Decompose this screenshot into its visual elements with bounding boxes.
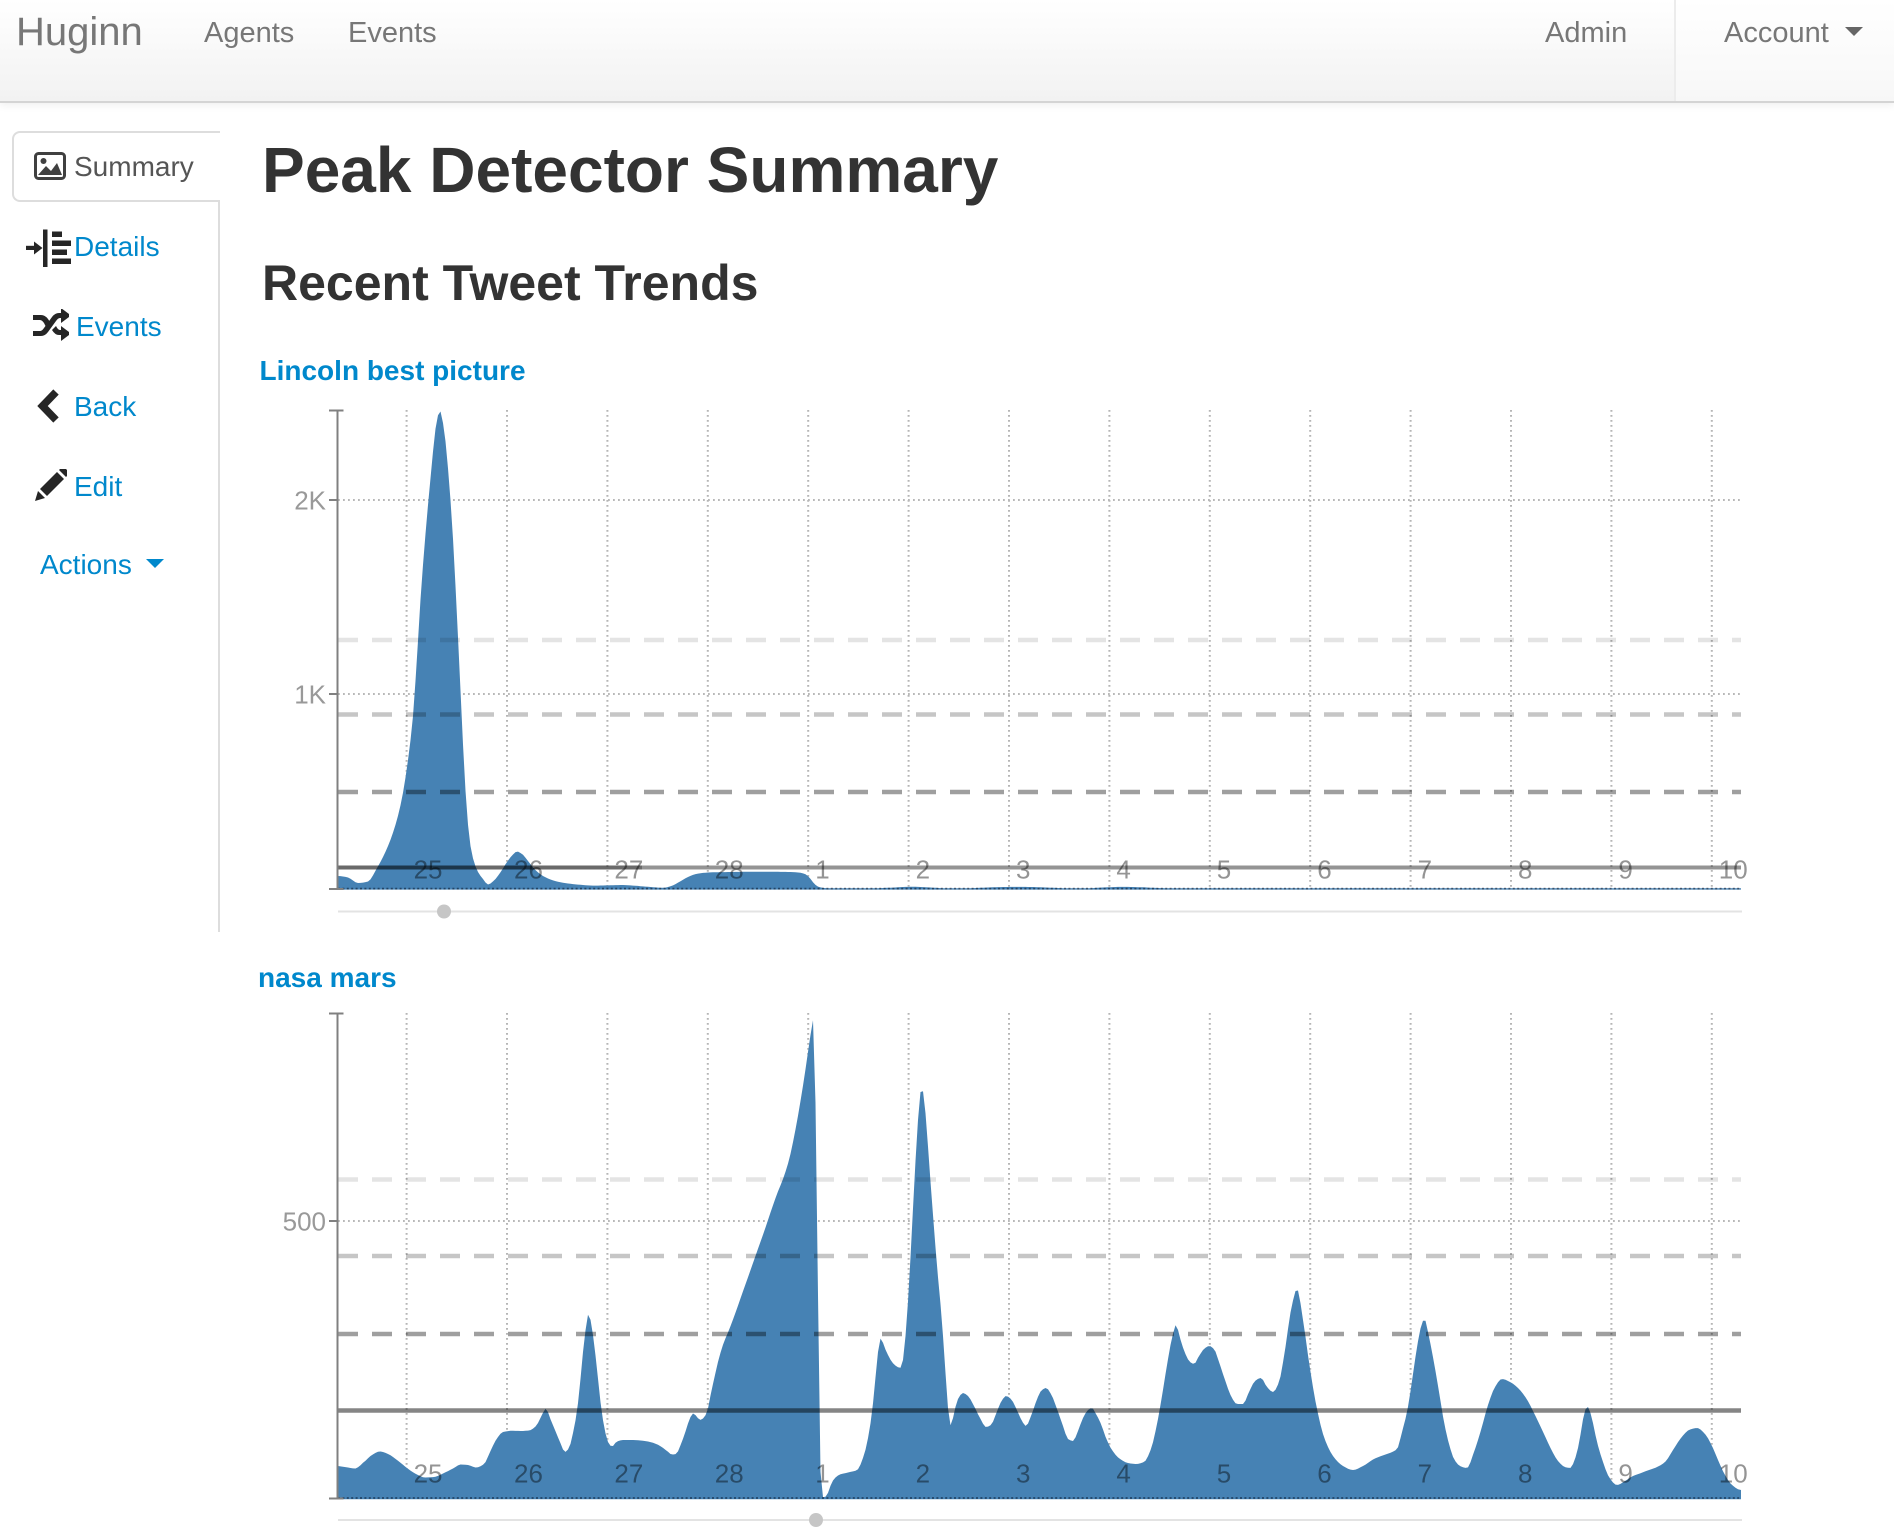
svg-text:28: 28 (715, 1459, 744, 1489)
svg-text:8: 8 (1518, 1459, 1532, 1489)
svg-text:2: 2 (916, 1459, 930, 1489)
svg-text:6: 6 (1317, 855, 1331, 885)
svg-text:26: 26 (514, 1459, 543, 1489)
svg-text:9: 9 (1618, 1459, 1632, 1489)
svg-text:4: 4 (1116, 1459, 1130, 1489)
svg-text:6: 6 (1317, 1459, 1331, 1489)
svg-text:10: 10 (1719, 1459, 1748, 1489)
svg-text:27: 27 (614, 855, 643, 885)
svg-text:5: 5 (1217, 1459, 1231, 1489)
svg-text:1: 1 (815, 855, 829, 885)
svg-text:28: 28 (715, 855, 744, 885)
svg-text:7: 7 (1418, 855, 1432, 885)
svg-text:2K: 2K (294, 486, 326, 516)
svg-text:27: 27 (614, 1459, 643, 1489)
svg-text:9: 9 (1618, 855, 1632, 885)
svg-text:26: 26 (514, 855, 543, 885)
svg-text:25: 25 (414, 1459, 443, 1489)
svg-text:5: 5 (1217, 855, 1231, 885)
svg-text:1: 1 (815, 1459, 829, 1489)
svg-text:500: 500 (283, 1207, 326, 1237)
svg-text:7: 7 (1418, 1459, 1432, 1489)
svg-text:2: 2 (916, 855, 930, 885)
svg-text:25: 25 (414, 855, 443, 885)
svg-text:4: 4 (1116, 855, 1130, 885)
svg-text:8: 8 (1518, 855, 1532, 885)
svg-text:3: 3 (1016, 1459, 1030, 1489)
svg-text:10: 10 (1719, 855, 1748, 885)
svg-text:1K: 1K (294, 680, 326, 710)
svg-text:3: 3 (1016, 855, 1030, 885)
